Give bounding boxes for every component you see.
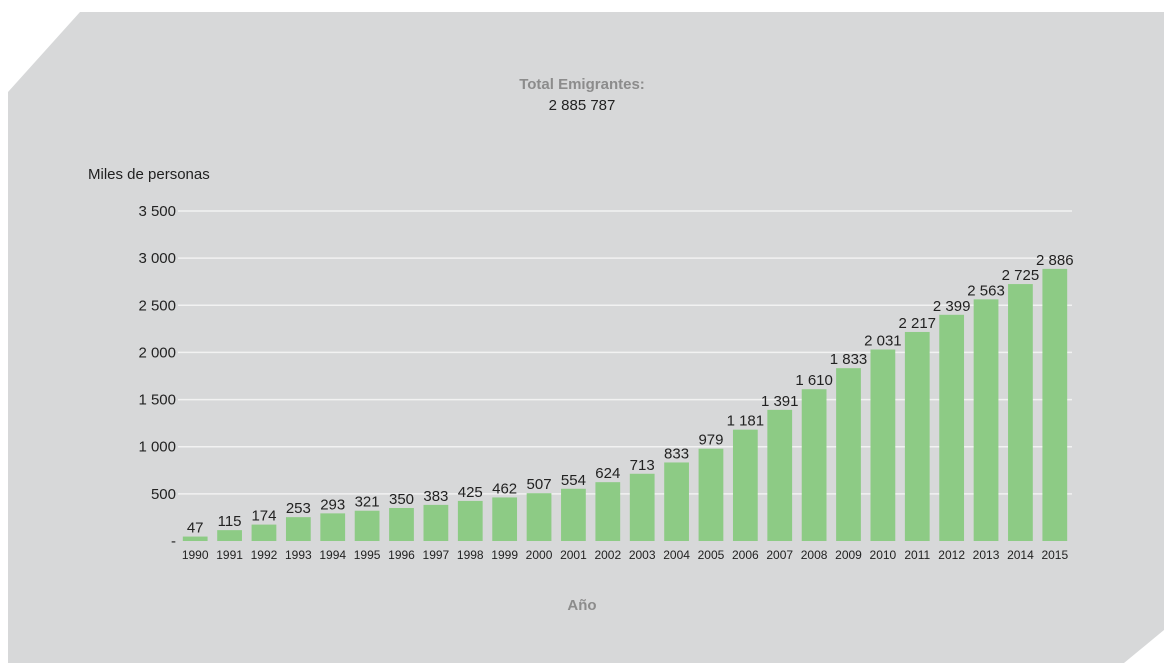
x-tick-label: 1999	[491, 548, 518, 562]
bar-value-label: 554	[561, 472, 586, 489]
x-tick-label: 2012	[938, 548, 965, 562]
bar-value-label: 833	[664, 445, 689, 462]
bar-value-label: 2 217	[898, 315, 936, 332]
bar	[320, 513, 346, 541]
bar	[561, 488, 586, 541]
bar-value-label: 713	[630, 457, 655, 474]
bar	[767, 409, 793, 541]
bar-value-label: 2 399	[933, 298, 971, 315]
bar-value-label: 1 391	[761, 393, 799, 410]
x-tick-label: 1991	[216, 548, 243, 562]
y-axis-label: Miles de personas	[88, 166, 210, 183]
bar	[217, 530, 242, 541]
x-tick-label: 1995	[354, 548, 381, 562]
bar	[801, 389, 827, 541]
bar-value-label: 47	[187, 520, 204, 537]
y-tick-label: 500	[151, 486, 176, 503]
bar	[492, 497, 518, 541]
bar	[389, 508, 414, 541]
bar-value-label: 462	[492, 480, 517, 497]
bar-value-label: 1 833	[830, 351, 868, 368]
bar-value-label: 1 181	[727, 413, 765, 430]
x-tick-label: 2007	[766, 548, 793, 562]
bar	[973, 299, 999, 541]
y-tick-label: 2 000	[138, 344, 176, 361]
x-tick-labels: 1990 1991 1992 1993 1994 1995 1996 1997 1998 1999…	[182, 548, 1069, 562]
x-axis-label: Año	[567, 597, 597, 614]
x-tick-label: 1998	[457, 548, 484, 562]
x-tick-label: 1992	[251, 548, 278, 562]
bar	[595, 482, 621, 541]
bar-value-label: 507	[527, 476, 552, 493]
bar	[457, 500, 483, 541]
y-tick-label: 3 000	[138, 250, 176, 267]
bar-value-label: 321	[355, 494, 380, 511]
bar	[732, 429, 758, 541]
y-tick-label: 2 500	[138, 297, 176, 314]
bar-value-label: 383	[423, 488, 448, 505]
x-tick-label: 2014	[1007, 548, 1034, 562]
bar	[182, 536, 208, 541]
bar	[1042, 268, 1068, 541]
bar	[629, 473, 655, 541]
x-tick-label: 2015	[1041, 548, 1068, 562]
bar-value-label: 979	[698, 432, 723, 449]
bar-value-label: 293	[320, 496, 345, 513]
bar	[423, 504, 449, 541]
x-tick-label: 1990	[182, 548, 209, 562]
bar	[251, 524, 277, 541]
y-tick-labels: - 500 1 000 1 500 2 000 2 500 3 000 3 500	[138, 203, 176, 550]
x-tick-label: 2000	[526, 548, 553, 562]
bar-value-label: 2 725	[1002, 267, 1040, 284]
y-tick-label: 3 500	[138, 203, 176, 220]
x-tick-label: 2009	[835, 548, 862, 562]
bar	[664, 462, 689, 541]
bar-value-label: 624	[595, 465, 620, 482]
bar	[904, 331, 930, 541]
value-labels: 47 115 174 253 293 321 350 383 425 462 507 554 624 71…	[187, 252, 1074, 537]
chart-title: Total Emigrantes:	[519, 76, 645, 93]
bar	[870, 349, 896, 541]
bar	[698, 448, 724, 541]
x-tick-label: 2001	[560, 548, 587, 562]
bar	[285, 517, 311, 541]
y-tick-label: -	[171, 533, 176, 550]
bar	[836, 368, 861, 541]
x-tick-label: 2006	[732, 548, 759, 562]
y-tick-label: 1 500	[138, 392, 176, 409]
x-tick-label: 2008	[801, 548, 828, 562]
bar-value-label: 425	[458, 484, 483, 501]
x-tick-label: 1996	[388, 548, 415, 562]
x-tick-label: 1994	[319, 548, 346, 562]
x-tick-label: 2005	[698, 548, 725, 562]
bar-value-label: 115	[218, 513, 242, 530]
bar	[939, 314, 965, 541]
bar	[526, 493, 552, 541]
bar-value-label: 253	[286, 500, 311, 517]
bar-value-label: 1 610	[795, 372, 833, 389]
x-tick-label: 2002	[594, 548, 621, 562]
x-tick-label: 2013	[973, 548, 1000, 562]
grid-lines	[178, 210, 1072, 495]
bar-value-label: 174	[251, 508, 276, 525]
total-value: 2 885 787	[548, 97, 616, 114]
bar-value-label: 2 563	[967, 282, 1005, 299]
bar	[1008, 284, 1033, 541]
bar-value-label: 2 886	[1036, 252, 1074, 269]
x-tick-label: 2011	[904, 548, 930, 562]
x-tick-label: 2010	[870, 548, 897, 562]
x-tick-label: 2004	[663, 548, 690, 562]
y-tick-label: 1 000	[138, 439, 176, 456]
x-tick-label: 1993	[285, 548, 312, 562]
bars	[182, 268, 1068, 541]
bar	[354, 510, 380, 541]
x-tick-label: 2003	[629, 548, 656, 562]
bar-value-label: 350	[389, 491, 414, 508]
bar-value-label: 2 031	[864, 333, 902, 350]
x-tick-label: 1997	[423, 548, 450, 562]
